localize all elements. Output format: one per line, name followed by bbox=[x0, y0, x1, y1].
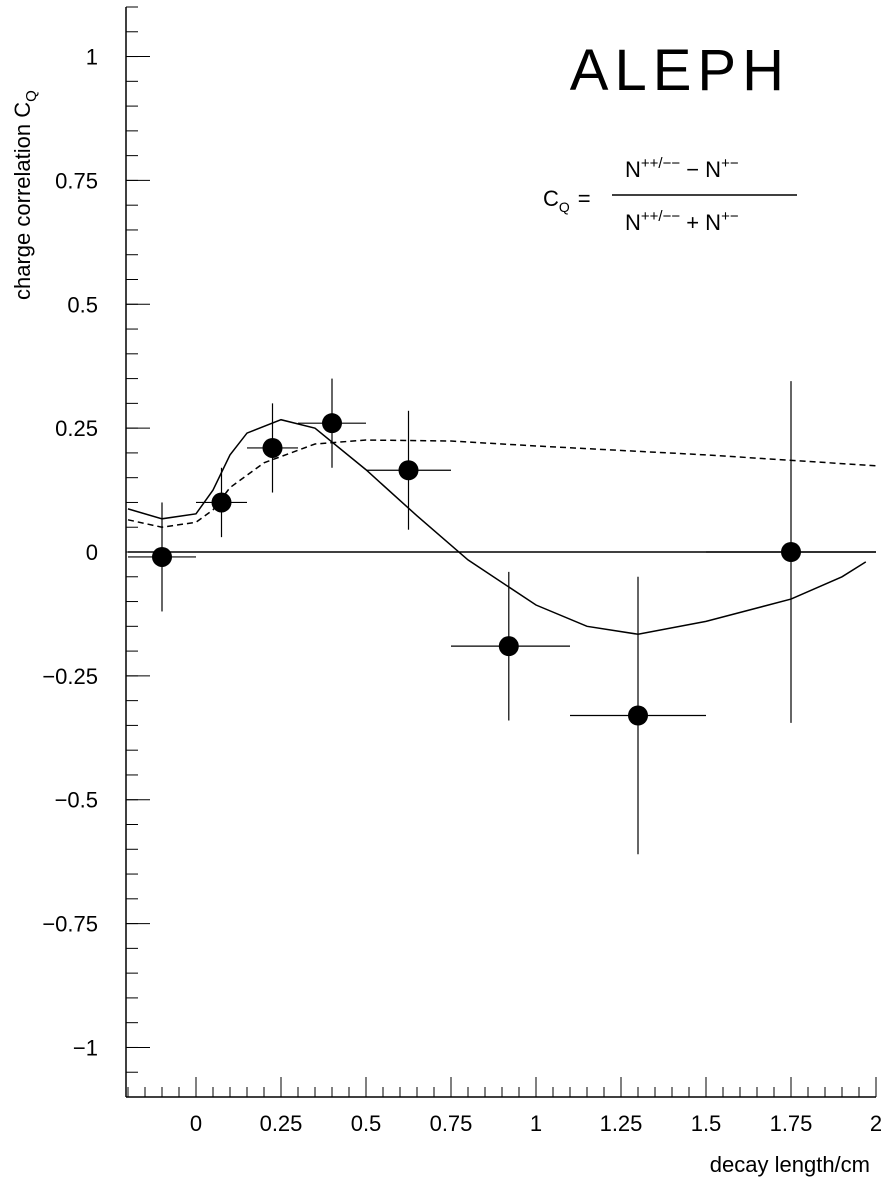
data-point bbox=[628, 705, 648, 726]
data-point bbox=[781, 542, 801, 562]
y-label-text: charge correlation C bbox=[10, 102, 35, 300]
f: − N bbox=[680, 157, 721, 182]
formula-c: C bbox=[543, 186, 559, 211]
x-tick-label: 0 bbox=[190, 1111, 202, 1136]
annotation: ALEPH bbox=[570, 38, 790, 103]
y-tick-label: −0.25 bbox=[42, 664, 98, 689]
data-point bbox=[262, 437, 283, 458]
data-point bbox=[152, 546, 172, 567]
x-tick-label: 1.25 bbox=[600, 1111, 643, 1136]
formula-sub: Q bbox=[559, 199, 570, 215]
y-tick-label: −0.75 bbox=[42, 912, 98, 937]
data-point bbox=[322, 413, 342, 434]
x-tick-label: 0.5 bbox=[351, 1111, 382, 1136]
data-point bbox=[498, 636, 519, 657]
x-tick-label: 1.75 bbox=[770, 1111, 813, 1136]
curve bbox=[127, 439, 877, 528]
formula-lhs: CQ = bbox=[543, 186, 591, 215]
data-point bbox=[211, 492, 232, 513]
y-label-sub: Q bbox=[23, 90, 40, 102]
y-tick-label: 0.25 bbox=[55, 416, 98, 441]
formula-numerator: N++/−− − N+− bbox=[625, 155, 739, 182]
f: +− bbox=[721, 208, 739, 225]
y-tick-label: 0.75 bbox=[55, 168, 98, 193]
x-tick-label: 2 bbox=[870, 1111, 882, 1136]
x-tick-label: 1.5 bbox=[691, 1111, 722, 1136]
x-tick-label: 0.25 bbox=[260, 1111, 303, 1136]
x-tick-label: 0.75 bbox=[430, 1111, 473, 1136]
formula-denominator: N++/−− + N+− bbox=[625, 208, 739, 235]
formula-eq: = bbox=[578, 186, 591, 211]
curve bbox=[127, 418, 867, 636]
x-axis-label: decay length/cm bbox=[710, 1152, 870, 1177]
f: N bbox=[625, 157, 641, 182]
y-tick-label: 0 bbox=[86, 540, 98, 565]
f: N bbox=[625, 210, 641, 235]
x-tick-label: 1 bbox=[530, 1111, 542, 1136]
y-tick-label: −0.5 bbox=[55, 788, 98, 813]
f: ++/−− bbox=[641, 208, 680, 225]
y-tick-label: −1 bbox=[73, 1035, 98, 1060]
f: + N bbox=[680, 210, 721, 235]
y-tick-label: 0.5 bbox=[67, 292, 98, 317]
f: +− bbox=[721, 155, 739, 172]
y-tick-label: 1 bbox=[86, 45, 98, 70]
data-point bbox=[398, 460, 419, 481]
f: ++/−− bbox=[641, 155, 680, 172]
y-axis-label: charge correlation CQ bbox=[10, 90, 40, 300]
